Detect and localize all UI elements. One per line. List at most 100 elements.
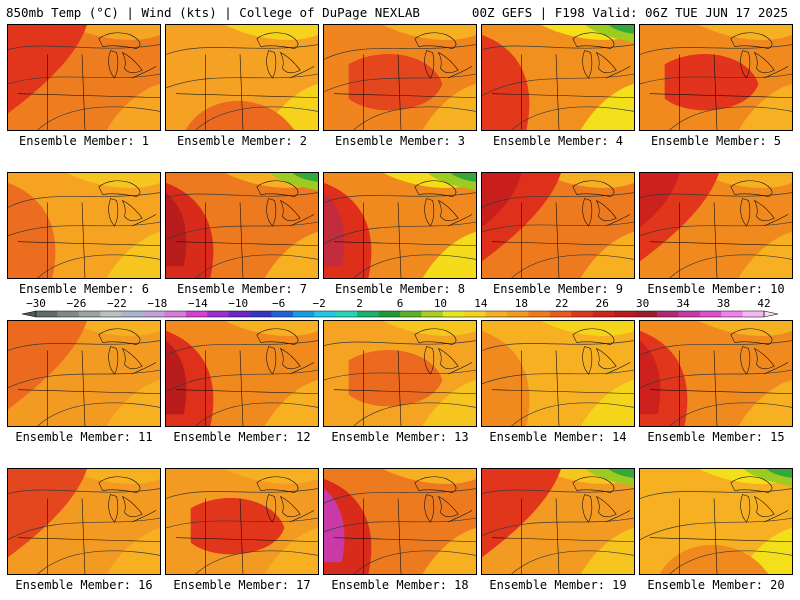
colorbar-segment <box>400 311 422 317</box>
temperature-field <box>166 173 318 278</box>
colorbar-segment <box>442 311 465 317</box>
great-lakes-outline <box>333 32 476 130</box>
temperature-field <box>324 321 476 426</box>
ensemble-member-label: Ensemble Member: 14 <box>489 430 627 444</box>
colorbar-segment <box>271 311 294 317</box>
ensemble-member-label: Ensemble Member: 18 <box>331 578 469 592</box>
ensemble-member-label: Ensemble Member: 10 <box>647 282 785 296</box>
colorbar-segment <box>164 311 187 317</box>
ensemble-member-2-map <box>165 24 319 131</box>
ensemble-member-20-map <box>639 468 793 575</box>
temperature-field <box>324 25 476 130</box>
colorbar-segment <box>421 311 444 317</box>
temperature-field <box>166 469 318 574</box>
colorbar-segment <box>507 311 529 317</box>
ensemble-member-label: Ensemble Member: 1 <box>18 134 150 148</box>
model-run-info: 00Z GEFS | F198 Valid: 06Z TUE JUN 17 20… <box>471 5 788 20</box>
temperature-field <box>482 469 634 574</box>
colorbar-segment <box>378 311 401 317</box>
great-lakes-outline <box>649 180 792 278</box>
great-lakes-outline <box>175 328 318 426</box>
colorbar-segment <box>314 311 337 317</box>
ensemble-member-label: Ensemble Member: 15 <box>647 430 785 444</box>
ensemble-member-label: Ensemble Member: 17 <box>173 578 311 592</box>
ensemble-member-14-map <box>481 320 635 427</box>
colorbar-tick-label: 34 <box>676 297 690 310</box>
colorbar-segment <box>614 311 636 317</box>
ensemble-member-4-map <box>481 24 635 131</box>
colorbar-segment <box>721 311 743 317</box>
ensemble-member-label: Ensemble Member: 6 <box>18 282 150 296</box>
temperature-field <box>640 25 792 130</box>
great-lakes-outline <box>333 328 476 426</box>
great-lakes-outline <box>491 476 634 574</box>
temperature-field <box>482 321 634 426</box>
ensemble-member-15-map <box>639 320 793 427</box>
great-lakes-outline <box>17 476 160 574</box>
ensemble-member-label: Ensemble Member: 20 <box>647 578 785 592</box>
ensemble-member-9-map <box>481 172 635 279</box>
ensemble-member-label: Ensemble Member: 13 <box>331 430 469 444</box>
colorbar-tick-label: −30 <box>26 297 46 310</box>
temperature-field <box>640 173 792 278</box>
colorbar-tick-label: 42 <box>757 297 770 310</box>
colorbar-segment <box>656 311 679 317</box>
temperature-field <box>8 469 160 574</box>
colorbar-segment <box>185 311 208 317</box>
colorbar-segment <box>143 311 165 317</box>
ensemble-member-label: Ensemble Member: 19 <box>489 578 627 592</box>
colorbar-tick-label: 10 <box>434 297 447 310</box>
colorbar-segment <box>292 311 315 317</box>
ensemble-member-8-map <box>323 172 477 279</box>
great-lakes-outline <box>17 180 160 278</box>
ensemble-member-label: Ensemble Member: 5 <box>650 134 782 148</box>
colorbar-tick-label: 26 <box>596 297 609 310</box>
colorbar-tick-label: −6 <box>272 297 285 310</box>
great-lakes-outline <box>333 476 476 574</box>
colorbar-segment <box>485 311 508 317</box>
map-title: 850mb Temp (°C) | Wind (kts) | College o… <box>6 5 420 20</box>
ensemble-member-3-map <box>323 24 477 131</box>
colorbar-segment <box>678 311 701 317</box>
ensemble-member-12-map <box>165 320 319 427</box>
great-lakes-outline <box>17 32 160 130</box>
great-lakes-outline <box>491 328 634 426</box>
colorbar-segment <box>228 311 251 317</box>
great-lakes-outline <box>491 180 634 278</box>
ensemble-member-label: Ensemble Member: 8 <box>334 282 466 296</box>
colorbar-tick-label: −2 <box>312 297 325 310</box>
colorbar-segment <box>121 311 144 317</box>
colorbar-tick-label: 6 <box>397 297 404 310</box>
temperature-field <box>482 25 634 130</box>
ensemble-member-label: Ensemble Member: 11 <box>15 430 153 444</box>
colorbar-tick-label: −22 <box>107 297 127 310</box>
colorbar-segment <box>57 311 80 317</box>
colorbar-tick-label: 14 <box>474 297 488 310</box>
colorbar-segment <box>549 311 572 317</box>
colorbar-segment <box>36 311 58 317</box>
ensemble-member-10-map <box>639 172 793 279</box>
colorbar-segment <box>207 311 230 317</box>
great-lakes-outline <box>175 476 318 574</box>
colorbar-segment <box>528 311 551 317</box>
colorbar-segment <box>78 311 101 317</box>
temperature-field <box>166 321 318 426</box>
ensemble-member-5-map <box>639 24 793 131</box>
ensemble-member-1-map <box>7 24 161 131</box>
colorbar-tick-label: 2 <box>356 297 363 310</box>
temperature-field <box>640 469 792 574</box>
colorbar-segment <box>357 311 379 317</box>
colorbar-tick-label: −26 <box>67 297 87 310</box>
colorbar-svg: −30 −26 −22 −18 −14 −10 −6 −2 2 6 10 14 18 22 26 30 34 38… <box>21 297 779 318</box>
ensemble-member-19-map <box>481 468 635 575</box>
colorbar-segment <box>464 311 486 317</box>
temperature-field <box>482 173 634 278</box>
great-lakes-outline <box>175 180 318 278</box>
ensemble-member-label: Ensemble Member: 4 <box>492 134 624 148</box>
temperature-field <box>324 469 476 574</box>
ensemble-member-label: Ensemble Member: 16 <box>15 578 153 592</box>
colorbar-tick-label: −10 <box>228 297 248 310</box>
great-lakes-outline <box>17 328 160 426</box>
colorbar-tick-label: 22 <box>555 297 568 310</box>
colorbar-segment <box>699 311 722 317</box>
